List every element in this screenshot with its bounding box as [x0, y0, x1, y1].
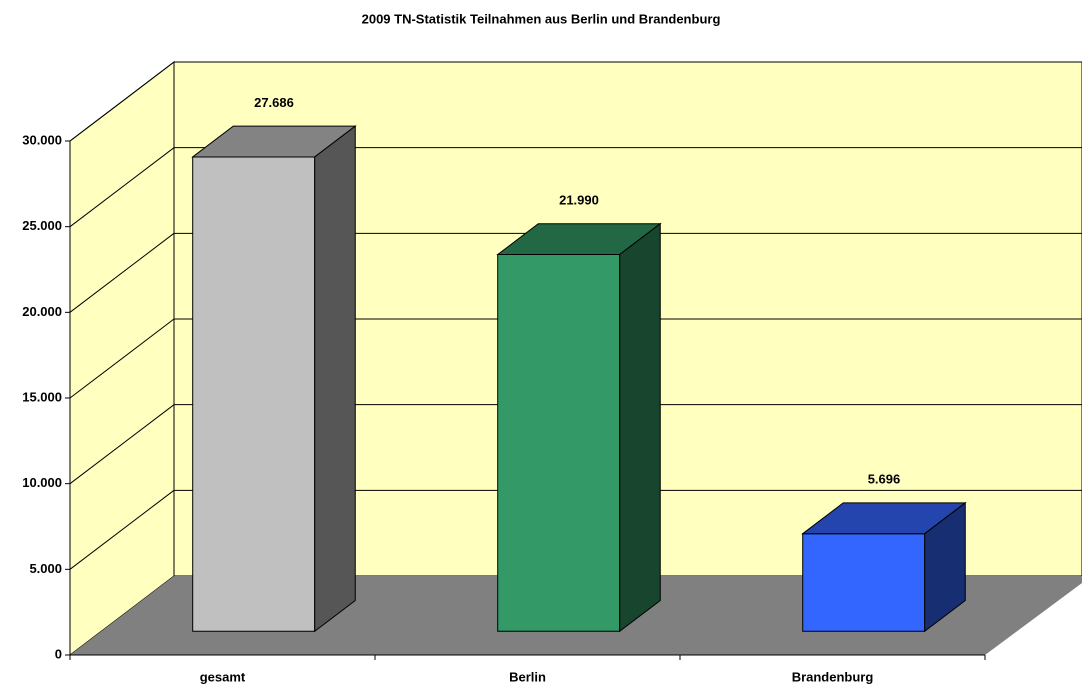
bar-front: [802, 533, 926, 632]
bar-side: [924, 501, 966, 633]
y-tick-label: 30.000: [22, 132, 62, 147]
x-tick-label: gesamt: [200, 669, 246, 684]
x-tick-label: Brandenburg: [792, 669, 874, 684]
grid-line: [69, 404, 175, 485]
bar-side: [619, 222, 661, 633]
bar-front: [497, 254, 621, 632]
grid-line: [69, 147, 175, 228]
bar: [801, 501, 967, 633]
chart-title: 2009 TN-Statistik Teilnahmen aus Berlin …: [362, 11, 721, 26]
y-tick-label: 15.000: [22, 389, 62, 404]
bar-front: [192, 156, 316, 632]
grid-line: [69, 232, 175, 313]
y-tick-label: 5.000: [29, 561, 62, 576]
grid-line: [69, 489, 175, 570]
y-tick-label: 10.000: [22, 475, 62, 490]
grid-line: [69, 61, 175, 142]
y-tick-label: 0: [55, 646, 62, 661]
y-tick-label: 20.000: [22, 304, 62, 319]
grid-line: [69, 318, 175, 399]
data-label: 21.990: [559, 193, 599, 208]
y-tick-label: 25.000: [22, 218, 62, 233]
bar-side: [314, 125, 356, 633]
bar: [191, 125, 357, 633]
x-tick-label: Berlin: [509, 669, 546, 684]
data-label: 5.696: [868, 472, 901, 487]
data-label: 27.686: [254, 95, 294, 110]
bar: [496, 222, 662, 633]
